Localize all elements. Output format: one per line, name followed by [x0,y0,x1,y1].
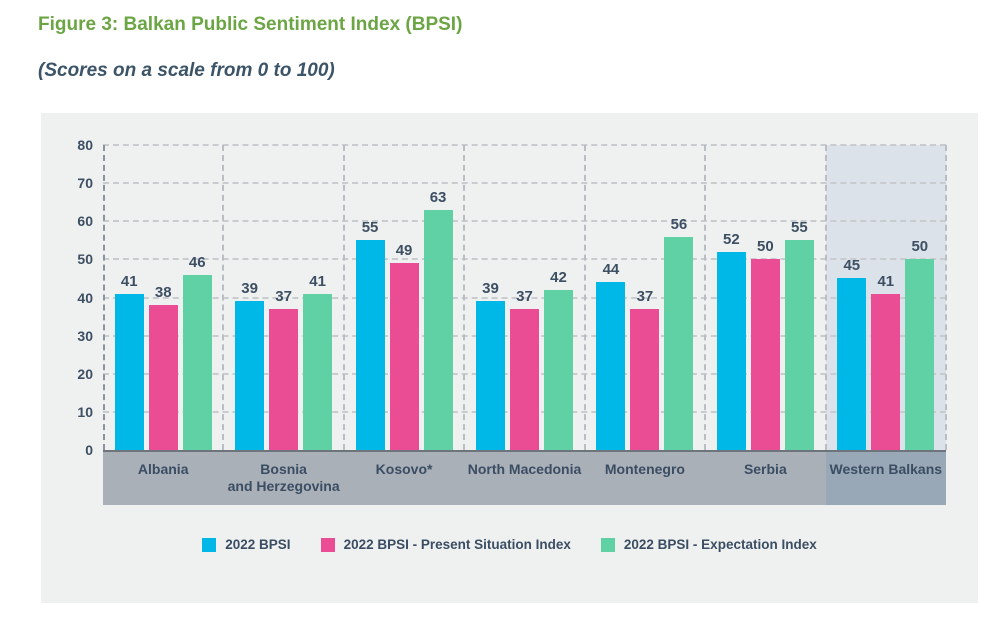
bar-value-label: 46 [188,253,206,271]
gridline-60 [103,220,946,223]
bar-value-label: 42 [550,268,567,286]
legend-label: 2022 BPSI - Present Situation Index [343,537,571,552]
group-divider-2 [342,145,345,450]
category-label: Montenegro [604,461,685,477]
bar-kosovo*-s2 [423,209,453,450]
legend-label: 2022 BPSI - Expectation Index [623,537,817,552]
gridline-50 [103,258,946,261]
bar-western-balkans-s1 [871,293,901,450]
gridline-70 [103,182,946,185]
gridline-40 [103,296,946,299]
y-tick-label-30: 30 [77,327,93,344]
bar-albania-s2 [182,274,212,450]
category-axis-band: Albania Bosnia and Herzegovina Kosovo* Nort… [103,450,946,505]
legend-item-0: 2022 BPSI [202,537,291,552]
category-label: Albania [137,461,189,477]
bar-value-label: 55 [791,219,808,237]
bar-north-macedonia-s0 [476,301,505,450]
category-cell-5: Serbia [705,450,825,505]
legend-swatch-icon [202,537,217,552]
legend-swatch-icon [320,537,335,552]
bar-value-label: 63 [429,188,447,206]
group-divider-1 [222,145,225,450]
bar-north-macedonia-s2 [544,289,573,450]
legend-item-2: 2022 BPSI - Expectation Index [600,537,817,552]
group-divider-4 [583,145,586,450]
bar-serbia-s0 [716,251,746,450]
bar-montenegro-s1 [630,308,660,450]
legend: 2022 BPSI 2022 BPSI - Present Situation I… [41,537,978,552]
bar-albania-s0 [114,293,144,450]
y-tick-label-50: 50 [77,251,93,268]
x-axis-line [103,450,946,452]
bar-value-label: 37 [516,287,533,305]
bar-value-label: 37 [636,287,654,305]
y-tick-label-40: 40 [77,289,93,306]
bar-value-label: 37 [275,287,292,305]
category-label: Kosovo* [375,461,433,477]
bar-value-label: 50 [757,238,774,256]
chart-card: 0 10 20 30 40 50 60 70 80 41 38 46 39 37 41 55 49 63 39 37 4… [41,113,978,603]
category-label: Bosnia and Herzegovina [227,461,340,494]
category-cell-6: Western Balkans [825,450,946,505]
y-axis-line [103,145,105,450]
y-tick-label-60: 60 [77,213,93,230]
bar-north-macedonia-s1 [510,308,539,450]
legend-swatch-icon [600,537,615,552]
y-tick-label-20: 20 [77,365,93,382]
bar-value-label: 52 [723,230,740,248]
bar-albania-s1 [148,305,178,450]
bar-value-label: 41 [877,272,895,290]
y-tick-label-0: 0 [85,442,93,458]
y-tick-label-10: 10 [77,403,93,420]
legend-label: 2022 BPSI [225,537,291,552]
bar-value-label: 38 [154,284,172,302]
bar-bosnia-and-herzegovina-s2 [303,293,333,450]
bar-western-balkans-s2 [905,259,935,450]
bar-serbia-s1 [750,259,780,450]
bar-value-label: 50 [911,238,929,256]
category-label: North Macedonia [467,461,582,477]
figure-subtitle: (Scores on a scale from 0 to 100) [38,60,335,81]
plot-area: 0 10 20 30 40 50 60 70 80 41 38 46 39 37 41 55 49 63 39 37 4… [77,137,947,458]
bar-serbia-s2 [784,240,814,450]
category-cell-2: Kosovo* [344,450,464,505]
bar-bosnia-and-herzegovina-s1 [269,308,299,450]
group-divider-3 [463,145,466,450]
legend-item-1: 2022 BPSI - Present Situation Index [320,537,571,552]
category-cell-3: North Macedonia [464,450,584,505]
category-label: Serbia [743,461,787,477]
group-divider-7 [945,145,947,450]
group-divider-6 [824,145,827,450]
bar-value-label: 39 [241,280,258,298]
bar-kosovo*-s0 [355,240,385,450]
bar-value-label: 55 [361,219,379,237]
bar-value-label: 41 [120,272,138,290]
bar-value-label: 39 [482,280,499,298]
bar-value-label: 44 [602,261,620,279]
gridline-80 [103,144,946,146]
category-cell-1: Bosnia and Herzegovina [223,450,343,505]
category-cell-0: Albania [103,450,223,505]
bar-value-label: 41 [309,272,326,290]
group-divider-5 [704,145,707,450]
bar-kosovo*-s1 [389,263,419,450]
category-cell-4: Montenegro [585,450,705,505]
bar-value-label: 49 [395,242,413,260]
figure-title: Figure 3: Balkan Public Sentiment Index … [38,14,463,35]
bar-western-balkans-s0 [837,278,867,450]
bar-value-label: 45 [843,257,861,275]
bar-montenegro-s0 [596,282,626,450]
bar-value-label: 56 [670,215,688,233]
bar-montenegro-s2 [664,236,694,450]
bar-bosnia-and-herzegovina-s0 [235,301,265,450]
category-label: Western Balkans [829,461,943,477]
y-tick-label-70: 70 [77,175,93,192]
y-tick-label-80: 80 [77,137,93,153]
